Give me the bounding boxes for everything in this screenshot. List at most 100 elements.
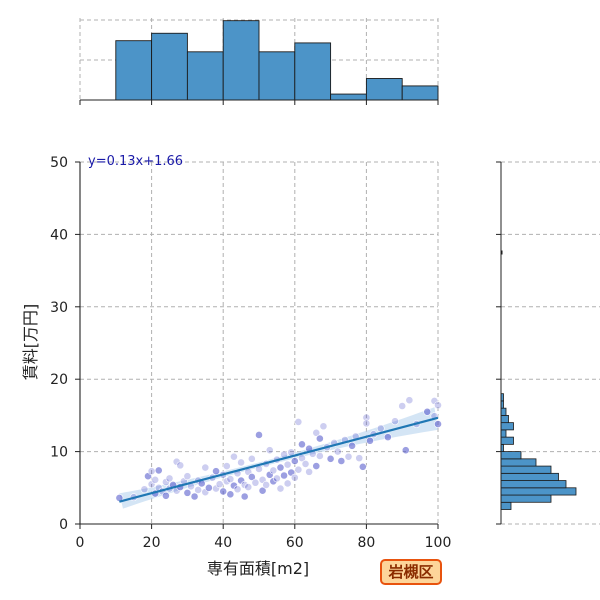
scatter-point: [398, 402, 407, 410]
tick-labels: 0 20 40 60 80 100 0 10 20 30 40 50: [50, 155, 451, 551]
scatter-point: [176, 461, 185, 470]
scatter-point: [358, 462, 367, 471]
y-tick-label: 30: [50, 300, 68, 316]
y-tick-label: 40: [50, 227, 68, 243]
axes-layer: [75, 161, 439, 529]
scatter-point: [212, 467, 220, 476]
scatter-point: [204, 483, 213, 492]
scatter-point: [244, 483, 253, 491]
x-tick-label: 60: [286, 535, 304, 551]
scatter-point: [401, 446, 410, 455]
scatter-point: [366, 436, 374, 445]
scatter-point: [183, 472, 192, 481]
regression-line-layer: [119, 416, 439, 503]
x-histogram: [79, 20, 439, 105]
y-histogram-bar: [500, 422, 514, 431]
regression-line: [119, 416, 439, 503]
y-histogram-bar: [500, 501, 512, 510]
y-tick-label: 50: [50, 155, 68, 171]
scatter-point: [319, 422, 328, 431]
scatter-point: [333, 447, 342, 456]
scatter-point: [276, 484, 285, 493]
scatter-point: [194, 486, 203, 494]
scatter-point: [305, 467, 314, 476]
scatter-point: [315, 434, 324, 443]
scatter-point: [265, 446, 274, 455]
scatter-point: [315, 452, 324, 460]
scatter-point: [362, 413, 371, 422]
scatter-point: [226, 475, 235, 484]
scatter-point: [240, 492, 249, 501]
scatter-point: [233, 485, 242, 494]
scatter-point: [283, 479, 292, 488]
x-tick-label: 100: [425, 535, 452, 551]
scatter-point: [272, 474, 281, 483]
x-histogram-bar: [365, 78, 403, 101]
scatter-point: [222, 462, 231, 470]
scatter-point: [280, 471, 288, 480]
scatter-point: [290, 457, 299, 465]
regression-equation: y=0.13x+1.66: [88, 154, 183, 169]
scatter-point: [154, 466, 163, 475]
scatter-point: [247, 473, 256, 481]
y-histogram-bar: [500, 436, 514, 445]
scatter-point: [290, 473, 299, 482]
y-histogram-outlier-bar: [501, 250, 503, 255]
scatter-point: [312, 462, 321, 470]
y-tick-label: 20: [50, 372, 68, 388]
scatter-point: [383, 433, 392, 442]
x-histogram-bar: [222, 20, 260, 101]
scatter-point: [405, 396, 414, 405]
scatter-point: [247, 454, 256, 463]
scatter-point: [434, 401, 442, 410]
x-histogram-bar: [186, 51, 224, 101]
x-histogram-bar: [151, 32, 188, 101]
scatter-point: [230, 452, 238, 461]
scatter-point: [362, 419, 371, 428]
x-histogram-bar: [115, 40, 153, 101]
x-tick-label: 0: [76, 535, 85, 551]
scatter-point: [344, 452, 353, 461]
scatter-point: [262, 481, 271, 489]
scatter-point: [423, 407, 432, 416]
scatter-point: [276, 463, 285, 472]
y-histogram-bar: [500, 407, 507, 416]
scatter-point: [258, 486, 267, 495]
region-badge: 岩槻区: [380, 559, 442, 585]
scatter-point: [140, 485, 149, 494]
x-histogram-bar: [294, 42, 332, 101]
scatter-point: [337, 457, 346, 465]
x-tick-label: 80: [357, 535, 375, 551]
scatter-point: [162, 491, 170, 500]
y-histogram-bar: [500, 429, 507, 438]
scatter-point: [251, 478, 260, 487]
scatter-point: [301, 460, 310, 468]
scatter-point: [355, 454, 364, 463]
scatter-point: [298, 440, 306, 449]
y-histogram-bar: [500, 472, 559, 481]
y-histogram-bar: [500, 451, 522, 460]
y-tick-label: 0: [59, 517, 68, 533]
x-histogram-bar: [258, 51, 296, 101]
scatter-point: [434, 420, 442, 428]
x-axis-label: 専有面積[m2]: [207, 559, 309, 578]
scatter-point: [376, 424, 385, 433]
scatter-point: [151, 475, 160, 484]
scatter-point: [312, 428, 321, 437]
scatter-point: [147, 467, 156, 476]
scatter-point: [165, 474, 174, 483]
scatter-point: [283, 460, 292, 469]
scatter-point: [219, 487, 228, 496]
y-histogram-bar: [500, 414, 509, 424]
y-histogram-bar: [500, 458, 537, 467]
x-tick-label: 40: [214, 535, 232, 551]
scatter-point: [237, 458, 245, 467]
scatter-point: [348, 441, 356, 450]
y-tick-label: 10: [50, 445, 68, 461]
x-tick-label: 20: [143, 535, 161, 551]
x-histogram-bar: [401, 85, 439, 101]
scatter-point: [255, 431, 263, 439]
scatter-point: [201, 463, 210, 472]
y-histogram-bar: [500, 465, 552, 474]
